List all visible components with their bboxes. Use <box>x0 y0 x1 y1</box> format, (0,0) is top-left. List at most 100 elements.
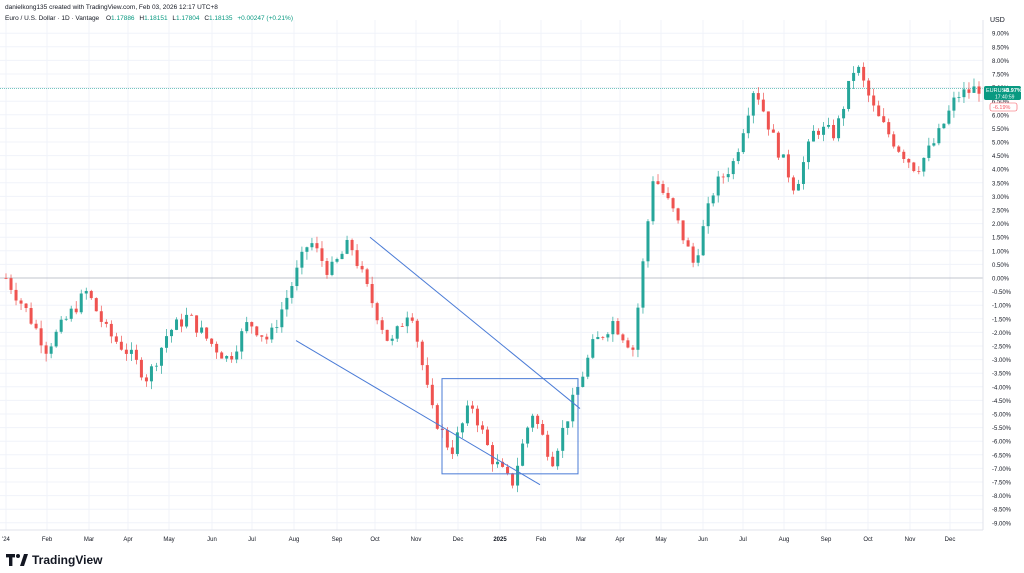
x-tick-label: Feb <box>536 537 547 543</box>
candle-body <box>385 329 389 341</box>
candle-body <box>616 321 620 335</box>
candle-body <box>59 319 63 332</box>
candle-body <box>937 128 941 144</box>
candle-body <box>551 456 555 467</box>
candle-body <box>270 327 274 340</box>
candle-body <box>19 300 23 304</box>
candle-body <box>521 443 525 466</box>
y-tick-label: -5.50% <box>992 426 1012 432</box>
candle-body <box>541 423 545 435</box>
y-tick-label: 4.50% <box>992 154 1010 160</box>
candle-body <box>455 432 459 454</box>
candle-body <box>210 338 214 344</box>
rectangle-box[interactable] <box>441 378 579 475</box>
candle-body <box>817 130 821 135</box>
y-tick-label: 3.50% <box>992 181 1010 187</box>
candle-body <box>29 308 33 324</box>
candle-body <box>806 141 810 163</box>
candle-body <box>811 130 815 142</box>
candle-body <box>646 221 650 262</box>
candle-body <box>465 405 469 424</box>
time-axis[interactable]: '24 Feb Mar Apr May Jun Jul Aug Sep Oct Nov Dec 2025… <box>2 537 955 543</box>
candle-body <box>711 195 715 204</box>
candle-body <box>225 356 229 359</box>
x-tick-label: Jul <box>739 537 747 543</box>
candle-body <box>801 162 805 184</box>
candle-body <box>275 327 279 329</box>
y-tick-label: 1.00% <box>992 249 1010 255</box>
candles[interactable] <box>4 62 981 493</box>
candle-body <box>335 259 339 262</box>
candle-body <box>731 161 735 175</box>
candle-body <box>581 376 585 387</box>
candle-body <box>410 317 414 321</box>
candle-body <box>360 265 364 270</box>
candle-body <box>761 99 765 112</box>
candle-body <box>872 95 876 106</box>
y-tick-label: -7.00% <box>992 467 1012 473</box>
candle-body <box>300 251 304 268</box>
y-tick-label: -1.50% <box>992 317 1012 323</box>
trendline[interactable] <box>369 236 581 409</box>
candle-body <box>786 154 790 178</box>
candle-body <box>195 315 199 333</box>
candle-body <box>566 421 570 428</box>
candle-body <box>877 105 881 117</box>
candle-body <box>24 303 28 309</box>
candle-body <box>39 328 43 346</box>
candle-body <box>480 425 484 430</box>
candle-body <box>290 286 294 298</box>
tradingview-brand[interactable]: TradingView <box>6 553 102 567</box>
axis-unit: USD <box>990 17 1005 24</box>
candle-body <box>506 466 510 474</box>
candle-body <box>892 134 896 147</box>
candle-body <box>104 321 108 324</box>
candle-body <box>907 158 911 163</box>
ohlc-open-value: 1.17886 <box>111 15 135 22</box>
x-tick-label: Dec <box>453 537 464 543</box>
drawings[interactable] <box>295 236 581 486</box>
brand-name: TradingView <box>32 553 103 567</box>
candle-body <box>265 336 269 340</box>
x-tick-label: Mar <box>576 537 586 543</box>
candle-body <box>400 326 404 327</box>
candle-body <box>516 465 520 486</box>
candle-body <box>967 89 971 93</box>
candle-body <box>796 183 800 191</box>
candle-body <box>420 341 424 366</box>
y-tick-label: -6.00% <box>992 440 1012 446</box>
y-tick-label: -5.00% <box>992 413 1012 419</box>
candle-body <box>124 349 128 354</box>
x-tick-label: Feb <box>42 537 53 543</box>
candle-body <box>842 108 846 119</box>
candle-body <box>405 317 409 327</box>
candle-body <box>771 129 775 133</box>
candle-body <box>114 336 118 342</box>
candle-body <box>350 239 354 251</box>
candle-body <box>912 162 916 171</box>
candle-body <box>776 132 780 158</box>
candle-body <box>175 319 179 330</box>
price-badges[interactable]: EURUSD +6.97% 17:40:59 -6.19% <box>984 86 1022 112</box>
candle-body <box>485 429 489 446</box>
candle-body <box>470 405 474 409</box>
trendline[interactable] <box>295 340 541 486</box>
candle-body <box>491 445 494 465</box>
candle-body <box>882 116 886 123</box>
candle-body <box>240 331 244 352</box>
grid-lines <box>0 20 983 530</box>
candle-body <box>34 323 38 329</box>
candle-body <box>415 320 419 342</box>
ohlc-low-key: L <box>172 15 176 22</box>
candle-body <box>927 145 931 158</box>
y-tick-label: 1.50% <box>992 236 1010 242</box>
candle-body <box>149 366 153 382</box>
y-tick-label: -6.50% <box>992 453 1012 459</box>
candle-body <box>922 157 926 172</box>
x-tick-label: Nov <box>411 537 422 543</box>
symbol-name[interactable]: Euro / U.S. Dollar · 1D · Vantage <box>5 15 100 22</box>
candle-body <box>862 66 866 81</box>
y-tick-label: 6.00% <box>992 113 1010 119</box>
x-tick-label: Nov <box>905 537 916 543</box>
